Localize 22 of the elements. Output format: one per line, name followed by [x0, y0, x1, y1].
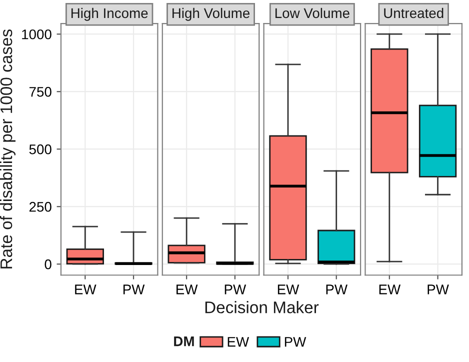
x-tick-label: PW [224, 284, 246, 294]
chart-title: Untreated [384, 8, 444, 18]
y-tick-label: 250 [29, 202, 52, 212]
chart-title: High Volume [172, 8, 250, 21]
y-axis-title: Rate of disability per 1000 cases [0, 29, 16, 268]
legend-label: PW [284, 337, 306, 347]
x-tick-label: EW [379, 284, 401, 294]
legend-label: EW [228, 337, 250, 347]
x-axis-title: Decision Maker [205, 301, 319, 314]
x-tick-label: PW [428, 284, 449, 294]
y-tick-label: 0 [44, 259, 52, 270]
chart-title: Low Volume [275, 8, 350, 18]
x-tick-label: EW [278, 284, 300, 294]
y-tick-label: 500 [29, 144, 52, 154]
y-tick-label: 1000 [22, 29, 52, 40]
x-tick-label: EW [176, 284, 198, 294]
y-tick-label: 750 [29, 86, 52, 97]
x-tick-label: PW [326, 284, 348, 294]
legend-title: DM [174, 336, 194, 346]
x-tick-label: PW [123, 284, 145, 294]
x-tick-label: EW [75, 284, 96, 294]
chart-title: High Income [71, 8, 148, 21]
